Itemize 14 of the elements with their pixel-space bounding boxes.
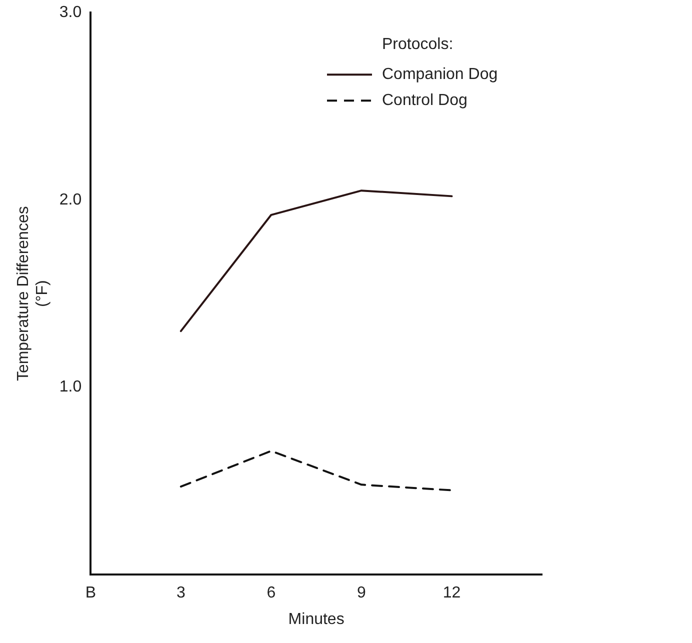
y-tick-label: 2.0 bbox=[59, 191, 82, 208]
x-tick-label: 12 bbox=[442, 584, 461, 602]
x-axis-title: Minutes bbox=[288, 610, 344, 628]
y-axis-title: Temperature Differences (°F) bbox=[15, 206, 52, 382]
legend-label: Companion Dog bbox=[382, 66, 498, 84]
x-tick-label: 6 bbox=[266, 584, 276, 602]
line-series bbox=[180, 450, 453, 492]
legend-label: Control Dog bbox=[382, 92, 468, 110]
legend-title: Protocols: bbox=[382, 36, 454, 54]
x-tick-label: B bbox=[85, 584, 96, 602]
y-tick-label: 1.0 bbox=[59, 378, 82, 396]
y-tick-label: 3.0 bbox=[59, 4, 82, 22]
x-tick-label: 9 bbox=[357, 584, 366, 602]
x-tick-label: 3 bbox=[176, 584, 186, 602]
